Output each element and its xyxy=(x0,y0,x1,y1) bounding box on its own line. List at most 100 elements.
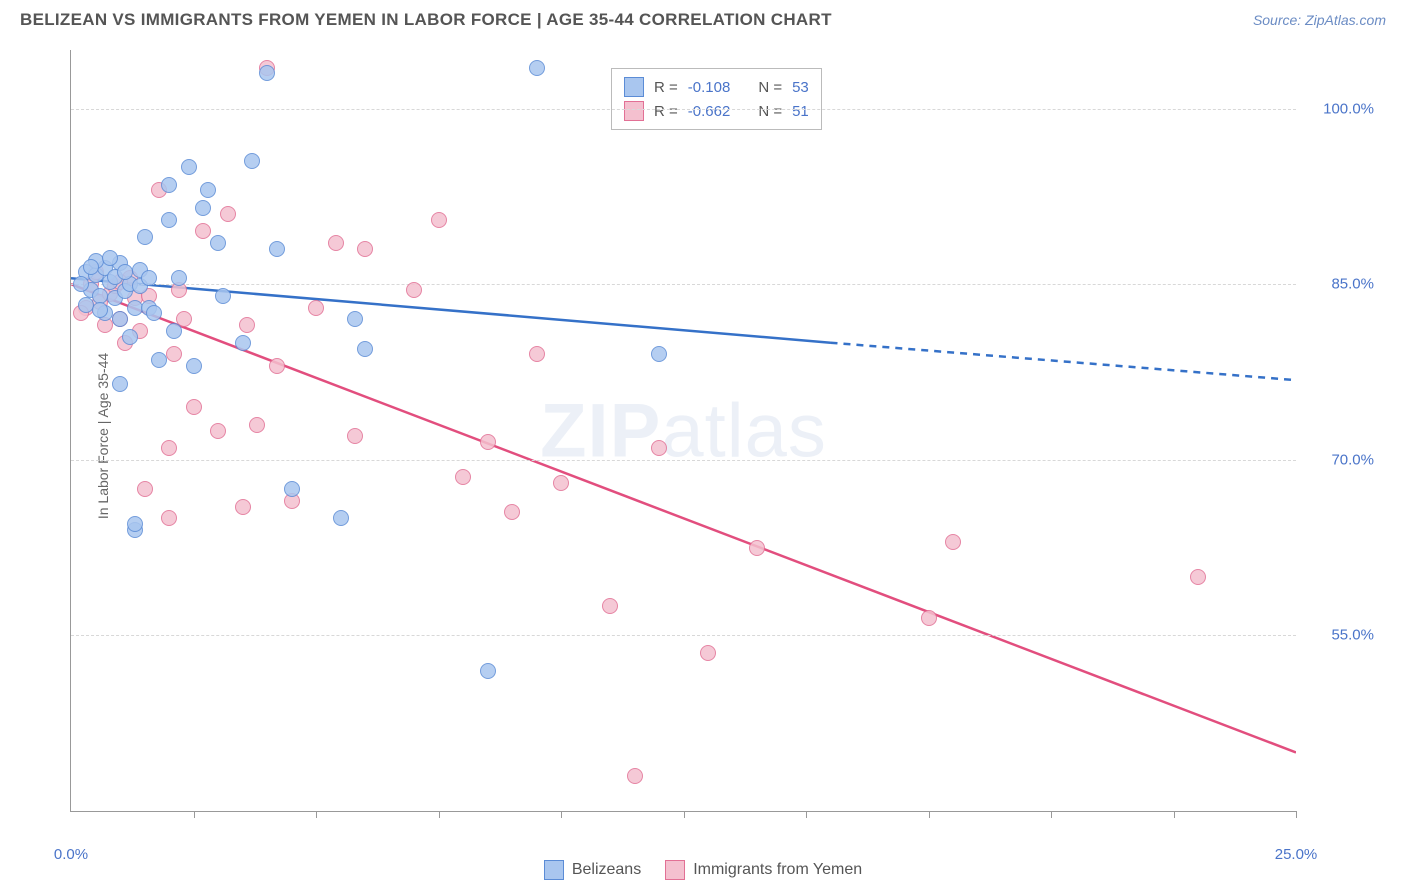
scatter-point-belizeans xyxy=(529,60,545,76)
y-tick-label: 55.0% xyxy=(1331,627,1374,644)
scatter-point-belizeans xyxy=(284,481,300,497)
swatch-yemen xyxy=(624,101,644,121)
x-tick xyxy=(684,811,685,818)
scatter-point-belizeans xyxy=(333,510,349,526)
gridline-h xyxy=(71,460,1296,461)
scatter-point-yemen xyxy=(431,212,447,228)
scatter-point-belizeans xyxy=(102,250,118,266)
scatter-point-yemen xyxy=(1190,569,1206,585)
scatter-point-yemen xyxy=(406,282,422,298)
scatter-point-belizeans xyxy=(166,323,182,339)
scatter-point-belizeans xyxy=(137,229,153,245)
scatter-point-belizeans xyxy=(146,305,162,321)
scatter-point-belizeans xyxy=(92,302,108,318)
r-label: R = xyxy=(654,103,678,120)
r-label: R = xyxy=(654,79,678,96)
x-tick xyxy=(194,811,195,818)
r-value-belizeans: -0.108 xyxy=(688,79,731,96)
legend-label-yemen: Immigrants from Yemen xyxy=(693,861,862,879)
scatter-point-belizeans xyxy=(112,376,128,392)
scatter-point-belizeans xyxy=(215,288,231,304)
scatter-point-yemen xyxy=(161,510,177,526)
scatter-point-yemen xyxy=(749,540,765,556)
scatter-point-belizeans xyxy=(161,177,177,193)
legend: Belizeans Immigrants from Yemen xyxy=(0,860,1406,880)
scatter-point-yemen xyxy=(651,440,667,456)
scatter-point-belizeans xyxy=(347,311,363,327)
scatter-point-belizeans xyxy=(83,259,99,275)
scatter-point-belizeans xyxy=(269,241,285,257)
correlation-stats-box: R = -0.108 N = 53 R = -0.662 N = 51 xyxy=(611,68,822,130)
scatter-point-belizeans xyxy=(651,346,667,362)
legend-swatch-belizeans xyxy=(544,860,564,880)
scatter-point-belizeans xyxy=(171,270,187,286)
scatter-point-belizeans xyxy=(235,335,251,351)
scatter-point-yemen xyxy=(602,598,618,614)
swatch-belizeans xyxy=(624,77,644,97)
x-tick xyxy=(439,811,440,818)
n-value-yemen: 51 xyxy=(792,103,809,120)
n-label: N = xyxy=(758,103,782,120)
scatter-point-belizeans xyxy=(73,276,89,292)
scatter-point-yemen xyxy=(239,317,255,333)
scatter-point-yemen xyxy=(455,469,471,485)
scatter-point-belizeans xyxy=(161,212,177,228)
scatter-point-belizeans xyxy=(78,297,94,313)
scatter-point-belizeans xyxy=(117,264,133,280)
x-tick xyxy=(929,811,930,818)
scatter-point-belizeans xyxy=(200,182,216,198)
scatter-point-belizeans xyxy=(112,311,128,327)
x-tick xyxy=(1174,811,1175,818)
y-tick-label: 85.0% xyxy=(1331,276,1374,293)
scatter-point-yemen xyxy=(529,346,545,362)
scatter-point-belizeans xyxy=(181,159,197,175)
scatter-point-yemen xyxy=(308,300,324,316)
scatter-point-yemen xyxy=(347,428,363,444)
scatter-point-yemen xyxy=(700,645,716,661)
scatter-point-yemen xyxy=(945,534,961,550)
x-tick xyxy=(316,811,317,818)
legend-swatch-yemen xyxy=(665,860,685,880)
legend-item-yemen: Immigrants from Yemen xyxy=(665,860,862,880)
chart-header: BELIZEAN VS IMMIGRANTS FROM YEMEN IN LAB… xyxy=(0,0,1406,34)
scatter-point-yemen xyxy=(357,241,373,257)
x-tick xyxy=(806,811,807,818)
scatter-point-belizeans xyxy=(357,341,373,357)
scatter-point-yemen xyxy=(921,610,937,626)
scatter-point-belizeans xyxy=(244,153,260,169)
scatter-point-yemen xyxy=(210,423,226,439)
r-value-yemen: -0.662 xyxy=(688,103,731,120)
scatter-point-yemen xyxy=(328,235,344,251)
y-tick-label: 100.0% xyxy=(1323,100,1374,117)
scatter-point-yemen xyxy=(627,768,643,784)
scatter-point-yemen xyxy=(504,504,520,520)
legend-label-belizeans: Belizeans xyxy=(572,861,641,879)
y-tick-label: 70.0% xyxy=(1331,451,1374,468)
scatter-point-yemen xyxy=(186,399,202,415)
legend-item-belizeans: Belizeans xyxy=(544,860,641,880)
scatter-point-yemen xyxy=(249,417,265,433)
scatter-point-yemen xyxy=(166,346,182,362)
scatter-point-belizeans xyxy=(127,300,143,316)
scatter-point-yemen xyxy=(235,499,251,515)
scatter-point-belizeans xyxy=(122,329,138,345)
scatter-point-yemen xyxy=(161,440,177,456)
scatter-point-belizeans xyxy=(259,65,275,81)
n-label: N = xyxy=(758,79,782,96)
source-attribution: Source: ZipAtlas.com xyxy=(1253,12,1386,28)
gridline-h xyxy=(71,109,1296,110)
stats-row-yemen: R = -0.662 N = 51 xyxy=(624,99,809,123)
scatter-point-yemen xyxy=(195,223,211,239)
scatter-plot: ZIPatlas R = -0.108 N = 53 R = -0.662 N … xyxy=(70,50,1296,812)
chart-title: BELIZEAN VS IMMIGRANTS FROM YEMEN IN LAB… xyxy=(20,10,832,30)
scatter-point-belizeans xyxy=(186,358,202,374)
scatter-point-belizeans xyxy=(195,200,211,216)
scatter-point-belizeans xyxy=(151,352,167,368)
stats-row-belizeans: R = -0.108 N = 53 xyxy=(624,75,809,99)
x-tick xyxy=(1051,811,1052,818)
n-value-belizeans: 53 xyxy=(792,79,809,96)
scatter-point-belizeans xyxy=(127,516,143,532)
gridline-h xyxy=(71,635,1296,636)
x-tick xyxy=(561,811,562,818)
scatter-point-yemen xyxy=(220,206,236,222)
